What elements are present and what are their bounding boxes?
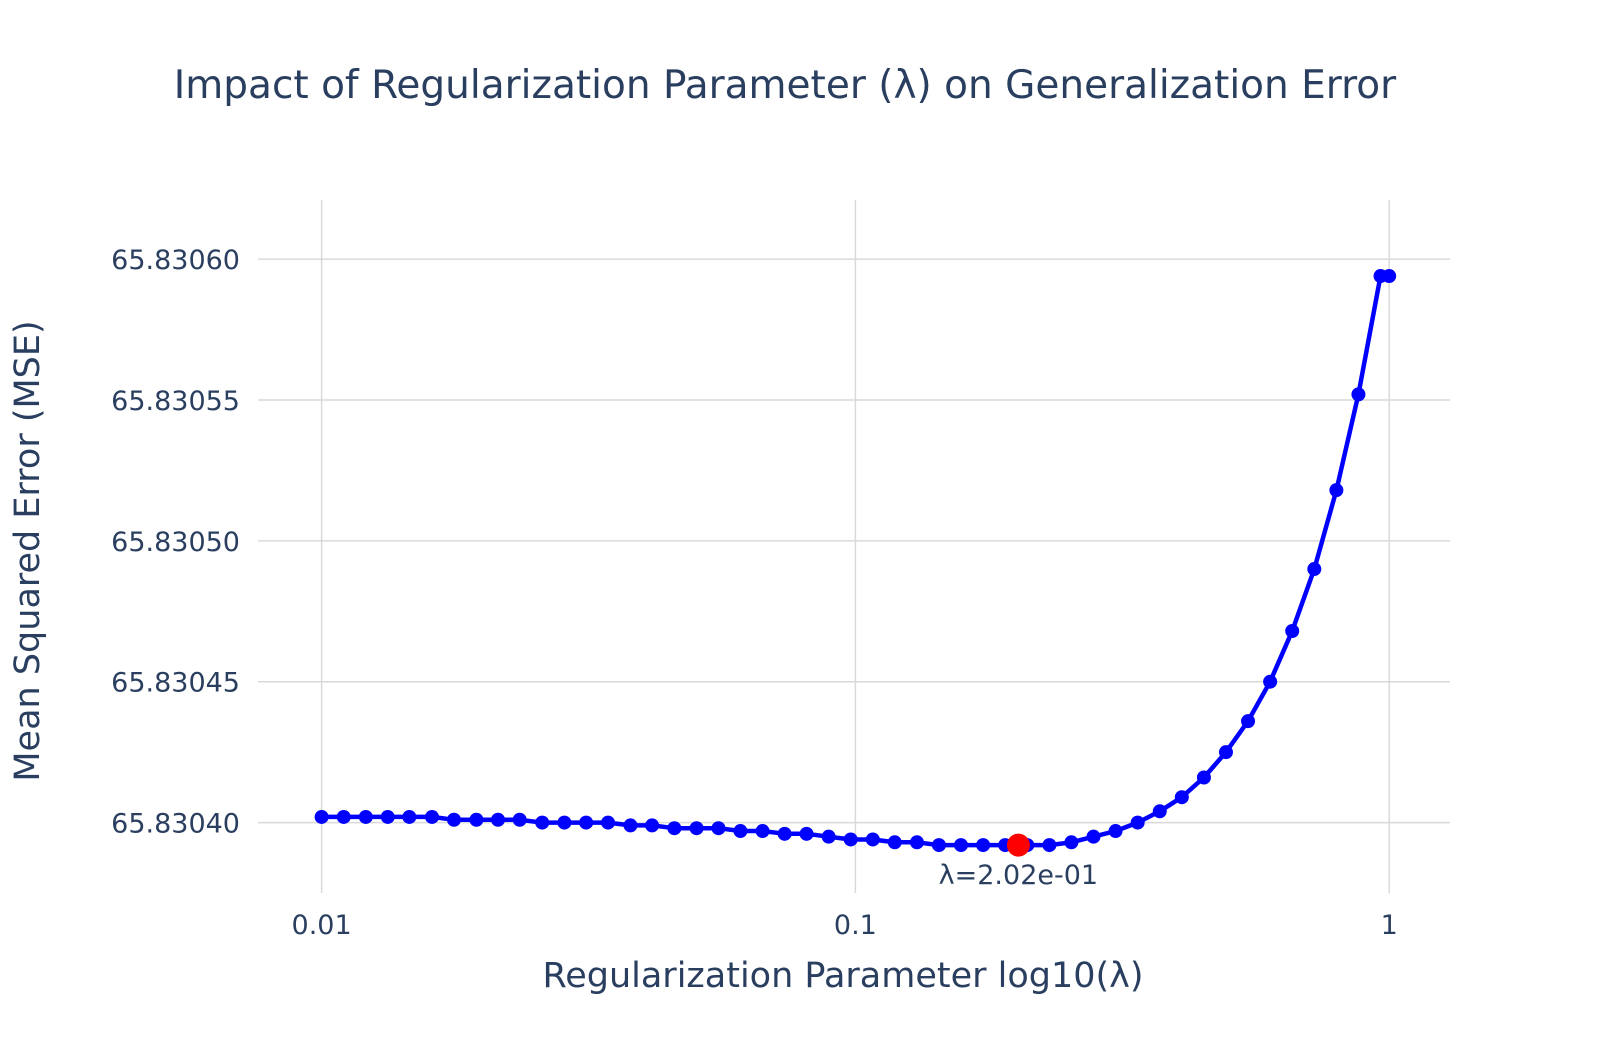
y-tick-label: 65.83040 <box>111 809 240 840</box>
data-point <box>1218 745 1233 760</box>
data-point <box>1042 838 1057 853</box>
y-axis-title: Mean Squared Error (MSE) <box>8 320 48 781</box>
chart-title: Impact of Regularization Parameter (λ) o… <box>174 63 1397 108</box>
data-point <box>314 809 329 824</box>
data-point <box>755 824 770 839</box>
data-point <box>380 809 395 824</box>
data-point <box>358 809 373 824</box>
data-point <box>469 812 484 827</box>
data-point <box>667 821 682 836</box>
x-axis-title: Regularization Parameter log10(λ) <box>542 956 1143 996</box>
y-tick-label: 65.83060 <box>111 245 240 276</box>
data-point <box>1285 624 1300 639</box>
data-point <box>777 826 792 841</box>
data-point <box>512 812 527 827</box>
x-tick-label: 0.01 <box>292 910 352 941</box>
minimum-point-marker <box>1006 833 1030 857</box>
y-tick-labels: 65.83040 65.83045 65.83050 65.83055 65.83060 <box>111 245 240 839</box>
data-point <box>953 838 968 853</box>
x-tick-label: 1 <box>1381 910 1398 941</box>
data-point <box>1329 483 1344 498</box>
data-point <box>1130 815 1145 830</box>
data-point <box>931 838 946 853</box>
data-point <box>425 809 440 824</box>
data-point <box>535 815 550 830</box>
data-point <box>1307 562 1322 577</box>
minimum-point-label: λ=2.02e-01 <box>939 860 1098 891</box>
data-point <box>490 812 505 827</box>
data-point <box>1351 387 1366 402</box>
data-point <box>976 838 991 853</box>
x-tick-labels: 0.01 0.1 1 <box>292 910 1398 941</box>
plot-area: λ=2.02e-01 <box>314 269 1397 891</box>
data-point <box>887 835 902 850</box>
data-point <box>1382 269 1397 284</box>
data-point <box>645 818 660 833</box>
data-point <box>909 835 924 850</box>
data-point <box>446 812 461 827</box>
data-point <box>1064 835 1079 850</box>
data-point <box>557 815 572 830</box>
data-point <box>1241 714 1256 729</box>
data-point <box>336 809 351 824</box>
y-tick-label: 65.83055 <box>111 386 240 417</box>
data-point <box>821 829 836 844</box>
data-point <box>711 821 726 836</box>
data-point <box>1108 824 1123 839</box>
data-point <box>1152 804 1167 819</box>
data-point <box>601 815 616 830</box>
data-point <box>843 832 858 847</box>
grid <box>258 200 1450 893</box>
y-tick-label: 65.83050 <box>111 527 240 558</box>
data-point <box>865 832 880 847</box>
data-point <box>1196 770 1211 785</box>
data-point <box>799 826 814 841</box>
data-point <box>402 809 417 824</box>
data-point <box>579 815 594 830</box>
x-tick-label: 0.1 <box>834 910 877 941</box>
data-point <box>689 821 704 836</box>
data-point <box>1086 829 1101 844</box>
data-point <box>1263 674 1278 689</box>
data-point <box>1174 790 1189 805</box>
data-point <box>623 818 638 833</box>
data-point <box>733 824 748 839</box>
y-tick-label: 65.83045 <box>111 668 240 699</box>
